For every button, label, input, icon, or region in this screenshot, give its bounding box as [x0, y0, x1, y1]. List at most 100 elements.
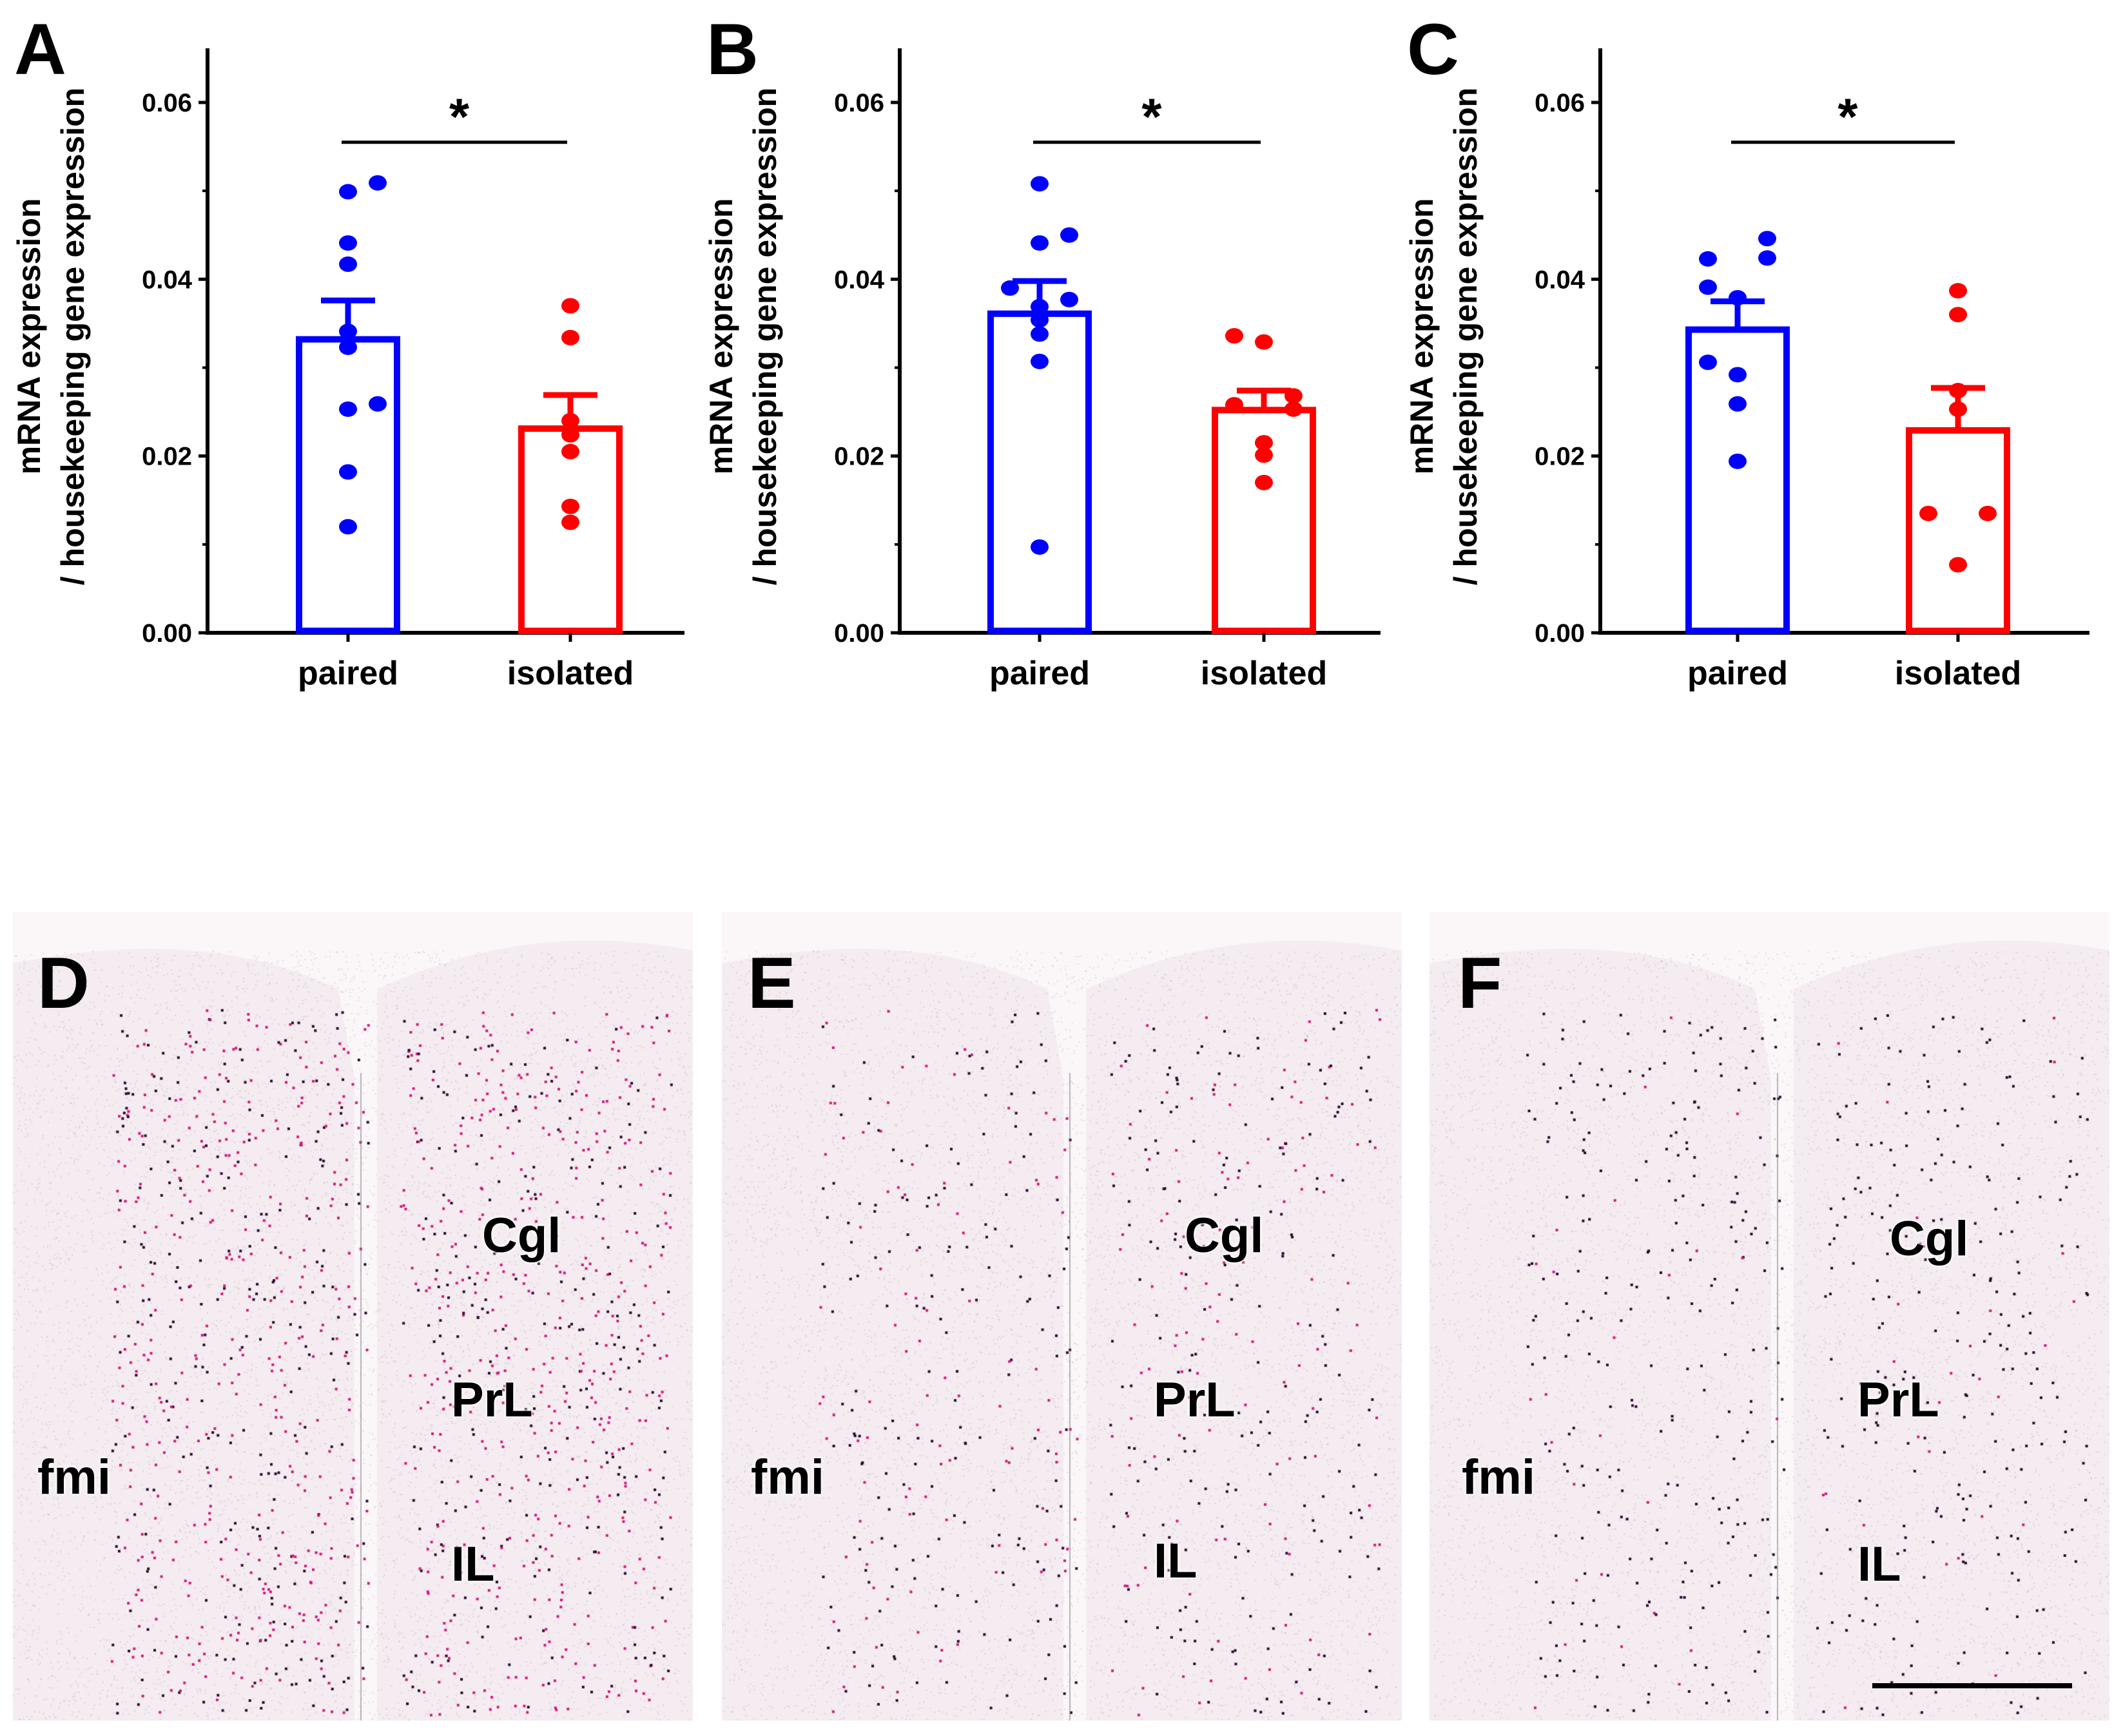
bar-paired [296, 336, 400, 635]
data-point-isolated [1225, 328, 1243, 344]
y-tick-label: 0.00 [1535, 619, 1585, 648]
region-label-prl: PrL [451, 1373, 533, 1427]
y-axis-label-line2: / housekeeping gene expression [55, 88, 91, 585]
significance-marker: * [1837, 88, 1858, 146]
data-point-isolated [1919, 505, 1937, 521]
data-point-paired [1699, 279, 1717, 295]
region-label-il: IL [451, 1537, 495, 1592]
data-point-isolated [1979, 505, 1997, 521]
y-axis-label-line1: mRNA expression [11, 198, 47, 475]
x-tick-label: paired [1687, 655, 1788, 692]
data-point-paired [1031, 298, 1049, 314]
data-point-paired [1031, 539, 1049, 555]
y-tick-label: 0.04 [142, 265, 193, 294]
scale-bar [1872, 1683, 2072, 1688]
region-label-fmi: fmi [751, 1450, 824, 1505]
panel-label-f: F [1458, 943, 1502, 1023]
y-tick-label: 0.02 [1535, 443, 1585, 471]
region-label-cgl: Cgl [1890, 1211, 1969, 1266]
data-point-paired [339, 464, 357, 480]
region-label-fmi: fmi [1462, 1450, 1535, 1505]
data-point-paired [369, 175, 387, 191]
y-tick-label: 0.02 [142, 443, 192, 471]
data-point-isolated [561, 514, 579, 530]
data-point-isolated [1949, 283, 1967, 299]
data-point-paired [1001, 280, 1019, 296]
y-tick-label: 0.06 [142, 89, 192, 117]
data-point-isolated [561, 498, 579, 514]
histology-panel-e [722, 912, 1402, 1721]
x-tick-label: isolated [507, 655, 634, 692]
data-point-isolated [561, 443, 579, 459]
bar-isolated [1906, 427, 2010, 634]
data-point-paired [1729, 290, 1747, 306]
y-axis-label-line2: / housekeeping gene expression [747, 88, 783, 585]
data-point-paired [1060, 291, 1078, 307]
data-point-isolated [561, 412, 579, 429]
data-point-isolated [1255, 447, 1273, 463]
region-label-prl: PrL [1857, 1373, 1939, 1427]
panel-label: A [14, 9, 66, 90]
data-point-isolated [1255, 435, 1273, 451]
panel-label: B [706, 9, 759, 90]
tissue-image-f [1430, 912, 2109, 1721]
data-point-paired [1031, 235, 1049, 251]
region-label-fmi: fmi [37, 1450, 111, 1505]
data-point-isolated [1949, 557, 1967, 573]
bar-paired [1685, 326, 1790, 634]
significance-marker: * [1141, 88, 1162, 146]
data-point-paired [339, 323, 357, 340]
data-point-paired [339, 235, 357, 251]
y-tick-label: 0.06 [834, 89, 884, 117]
data-point-paired [1729, 396, 1747, 412]
region-label-cgl: Cgl [1185, 1208, 1264, 1263]
x-tick-label: isolated [1201, 655, 1328, 692]
bar-isolated [1212, 407, 1316, 635]
y-axis-label: mRNA expression / housekeeping gene expre… [703, 88, 783, 585]
data-point-paired [1031, 312, 1049, 328]
y-tick-label: 0.00 [142, 619, 192, 648]
data-point-paired [339, 256, 357, 273]
data-point-paired [1758, 231, 1776, 247]
tissue-image-e [722, 912, 1402, 1721]
significance-marker: * [449, 88, 470, 146]
data-point-isolated [1284, 388, 1303, 404]
data-point-isolated [1949, 401, 1967, 417]
panel-label: C [1407, 9, 1459, 90]
y-tick-label: 0.02 [834, 443, 884, 471]
data-point-isolated [1255, 334, 1273, 350]
region-label-prl: PrL [1154, 1373, 1236, 1427]
y-tick-label: 0.06 [1535, 89, 1585, 117]
region-label-cgl: Cgl [482, 1208, 561, 1263]
y-axis-label: mRNA expression / housekeeping gene expre… [11, 88, 91, 585]
y-axis-label-line1: mRNA expression [1405, 198, 1440, 475]
data-point-paired [1031, 353, 1049, 369]
histology-panel-d [13, 912, 693, 1721]
data-point-isolated [1255, 474, 1273, 490]
x-tick-label: isolated [1895, 655, 2022, 692]
data-point-paired [1729, 453, 1747, 469]
y-tick-label: 0.00 [834, 619, 884, 648]
data-point-isolated [1225, 397, 1243, 413]
data-point-paired [1729, 367, 1747, 383]
data-point-paired [1060, 227, 1078, 243]
region-label-il: IL [1857, 1537, 1901, 1592]
data-point-isolated [561, 329, 579, 345]
data-point-isolated [1284, 401, 1303, 417]
y-axis-label-line1: mRNA expression [703, 198, 739, 475]
data-point-paired [1758, 250, 1776, 266]
tissue-image-d [13, 912, 693, 1721]
x-tick-label: paired [989, 655, 1090, 692]
region-label-il: IL [1154, 1534, 1197, 1588]
data-point-paired [1031, 326, 1049, 342]
data-point-paired [369, 396, 387, 412]
y-axis-label-line2: / housekeeping gene expression [1448, 88, 1484, 585]
histology-panel-f [1430, 912, 2109, 1721]
data-point-isolated [561, 427, 579, 443]
data-point-paired [339, 339, 357, 355]
data-point-isolated [561, 298, 579, 314]
